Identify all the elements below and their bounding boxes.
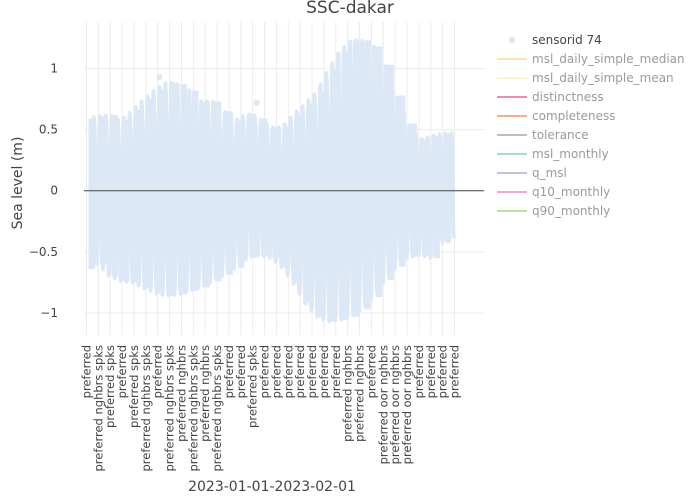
daily-range-bar — [295, 113, 302, 284]
daily-range-bar — [341, 51, 348, 321]
daily-range-bar — [387, 64, 394, 280]
legend-item[interactable]: completeness — [497, 109, 616, 123]
x-tick-label: preferred — [317, 345, 331, 398]
x-tick-label: preferred — [80, 345, 94, 398]
x-tick-label: preferred — [424, 345, 438, 398]
x-tick-label: preferred nghbrs spks — [163, 345, 177, 472]
legend-item[interactable]: q90_monthly — [497, 204, 610, 218]
x-tick-label: preferred nghbrs — [198, 345, 212, 442]
daily-range-bar — [99, 116, 107, 265]
daily-range-bar — [88, 118, 95, 269]
x-tick-label: preferred oor nghbrs — [376, 345, 390, 464]
chart-title: SSC-dakar — [306, 0, 394, 18]
x-tick-label: preferred — [234, 345, 248, 398]
y-tick-label: 0.5 — [39, 123, 58, 137]
legend-label: msl_daily_simple_median — [532, 52, 685, 66]
daily-range-bar — [433, 135, 440, 258]
daily-range-bar — [272, 127, 279, 258]
outlier-point — [253, 99, 260, 106]
y-tick-label: −0.5 — [29, 245, 58, 259]
daily-range-bar — [157, 89, 164, 294]
daily-range-bar — [444, 133, 452, 243]
legend[interactable]: sensorid 74 msl_daily_simple_median msl_da… — [497, 33, 685, 218]
daily-range-bar — [352, 40, 360, 317]
legend-label: q_msl — [532, 166, 567, 180]
legend-item[interactable]: msl_daily_simple_median — [497, 52, 685, 66]
legend-item[interactable]: distinctness — [497, 90, 604, 104]
x-tick-label: preferred — [258, 345, 272, 398]
outlier-point — [156, 74, 163, 81]
legend-item[interactable]: sensorid 74 — [508, 33, 602, 47]
x-tick-label: preferred nghbrs — [341, 345, 355, 442]
y-tick-label: 0 — [50, 184, 58, 198]
x-tick-label: preferred — [412, 345, 426, 398]
daily-range-bar — [364, 40, 371, 310]
x-tick-label: preferred — [329, 345, 343, 398]
daily-range-bar — [226, 111, 233, 276]
x-tick-label: preferred — [448, 345, 462, 398]
legend-label: msl_monthly — [532, 147, 609, 161]
daily-range-bar — [214, 101, 222, 282]
legend-label: q10_monthly — [532, 185, 610, 199]
daily-range-bar — [145, 99, 153, 289]
y-axis-ticks: 1 0.5 0 −0.5 −1 — [29, 61, 58, 320]
legend-label: sensorid 74 — [532, 33, 602, 47]
daily-range-bar — [237, 119, 245, 268]
daily-range-bar — [168, 81, 176, 296]
x-tick-label: preferred oor nghbrs — [400, 345, 414, 464]
y-axis-title: Sea level (m) — [10, 137, 26, 230]
x-tick-label: preferred spks — [103, 345, 117, 428]
x-tick-label: preferred — [281, 345, 295, 398]
x-tick-label: preferred spks — [246, 345, 260, 428]
daily-range-bar — [318, 91, 325, 317]
legend-label: q90_monthly — [532, 204, 610, 218]
x-tick-label: preferred — [269, 345, 283, 398]
y-tick-label: −1 — [40, 306, 58, 320]
legend-item[interactable]: q_msl — [497, 166, 567, 180]
x-axis-title: 2023-01-01-2023-02-01 — [188, 479, 356, 495]
y-tick-label: 1 — [50, 61, 58, 75]
daily-range-bar — [134, 110, 141, 283]
x-tick-label: preferred nghbrs spks — [210, 345, 224, 472]
x-tick-label: preferred — [293, 345, 307, 398]
daily-range-bar — [249, 113, 256, 258]
legend-label: completeness — [532, 109, 616, 123]
x-tick-label: preferred nghbrs spks — [139, 345, 153, 472]
x-tick-label: preferred — [222, 345, 236, 398]
x-tick-label: preferred nghbrs — [174, 345, 188, 442]
legend-label: distinctness — [532, 90, 604, 104]
legend-label: msl_daily_simple_mean — [532, 71, 674, 85]
daily-range-bar — [398, 95, 406, 267]
x-tick-label: preferred — [436, 345, 450, 398]
daily-range-bar — [329, 69, 337, 322]
daily-range-bar — [260, 118, 268, 256]
daily-range-bar — [122, 119, 130, 282]
daily-range-bar — [306, 103, 314, 304]
legend-label: tolerance — [532, 128, 589, 142]
legend-marker — [508, 36, 516, 44]
legend-item[interactable]: msl_monthly — [497, 147, 609, 161]
daily-range-bar — [421, 139, 429, 256]
x-tick-label: preferred oor nghbrs — [388, 345, 402, 464]
x-tick-label: preferred nghbrs — [353, 345, 367, 442]
x-tick-label: preferred spks — [127, 345, 141, 428]
daily-range-bar — [410, 123, 417, 257]
x-tick-label: preferred — [151, 345, 165, 398]
daily-range-bar — [111, 114, 118, 277]
daily-range-bar — [203, 101, 210, 288]
x-tick-label: preferred nghbrs spks — [91, 345, 105, 472]
daily-range-bar — [283, 127, 291, 268]
x-tick-label: preferred nghbrs spks — [186, 345, 200, 472]
x-tick-label: preferred — [115, 345, 129, 398]
sensorid-74-series — [88, 38, 456, 324]
legend-item[interactable]: tolerance — [497, 128, 589, 142]
x-tick-label: preferred — [364, 345, 378, 398]
legend-item[interactable]: msl_daily_simple_mean — [497, 71, 674, 85]
x-tick-label: preferred — [305, 345, 319, 398]
daily-range-bar — [375, 46, 383, 298]
legend-item[interactable]: q10_monthly — [497, 185, 610, 199]
daily-range-bar — [180, 84, 187, 295]
